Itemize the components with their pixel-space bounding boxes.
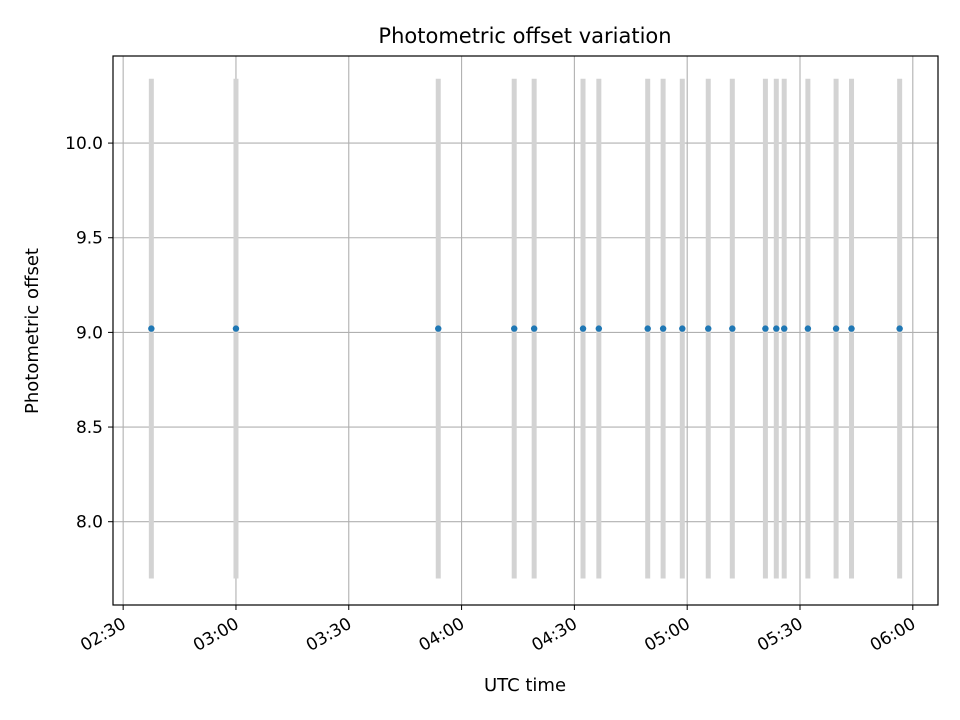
y-axis-label: Photometric offset — [22, 248, 43, 414]
data-point — [579, 325, 587, 332]
data-point — [848, 325, 855, 332]
data-point — [773, 325, 780, 332]
data-point — [232, 325, 240, 332]
data-point — [781, 325, 788, 332]
data-point — [804, 325, 812, 332]
data-point — [148, 325, 155, 332]
data-point — [435, 325, 442, 332]
y-tick-label: 8.5 — [76, 418, 103, 438]
data-point — [729, 325, 736, 332]
y-tick-label: 9.5 — [76, 229, 103, 249]
data-point — [832, 325, 840, 332]
plot-frame — [112, 55, 939, 606]
data-point — [644, 325, 651, 332]
y-tick-label: 9.0 — [76, 323, 103, 343]
data-point — [679, 325, 686, 332]
y-tick-label: 8.0 — [76, 513, 103, 533]
y-tick-label: 10.0 — [65, 134, 103, 154]
data-point — [762, 325, 769, 332]
data-point — [705, 325, 712, 332]
data-point — [530, 325, 538, 332]
data-points — [148, 325, 903, 332]
data-point — [896, 325, 903, 332]
data-point — [595, 325, 603, 332]
data-point — [659, 325, 667, 332]
chart-title: Photometric offset variation — [378, 24, 671, 48]
data-point — [511, 325, 518, 332]
grid — [113, 56, 938, 605]
x-axis-label: UTC time — [484, 675, 566, 696]
